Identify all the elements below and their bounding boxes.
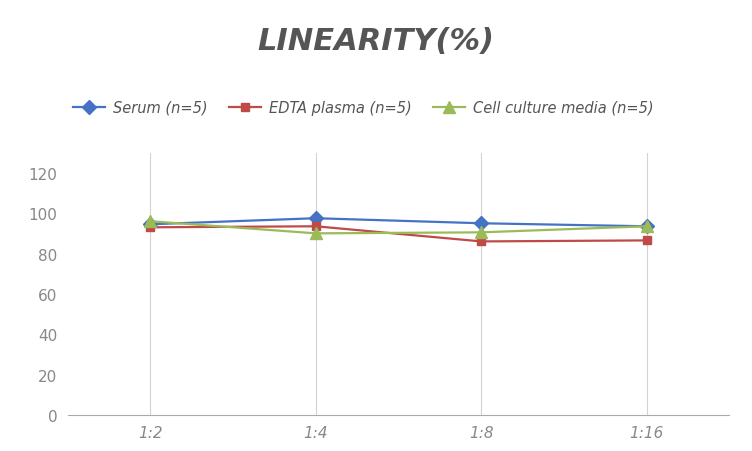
Legend: Serum (n=5), EDTA plasma (n=5), Cell culture media (n=5): Serum (n=5), EDTA plasma (n=5), Cell cul… bbox=[68, 95, 659, 121]
Text: LINEARITY(%): LINEARITY(%) bbox=[257, 27, 495, 56]
